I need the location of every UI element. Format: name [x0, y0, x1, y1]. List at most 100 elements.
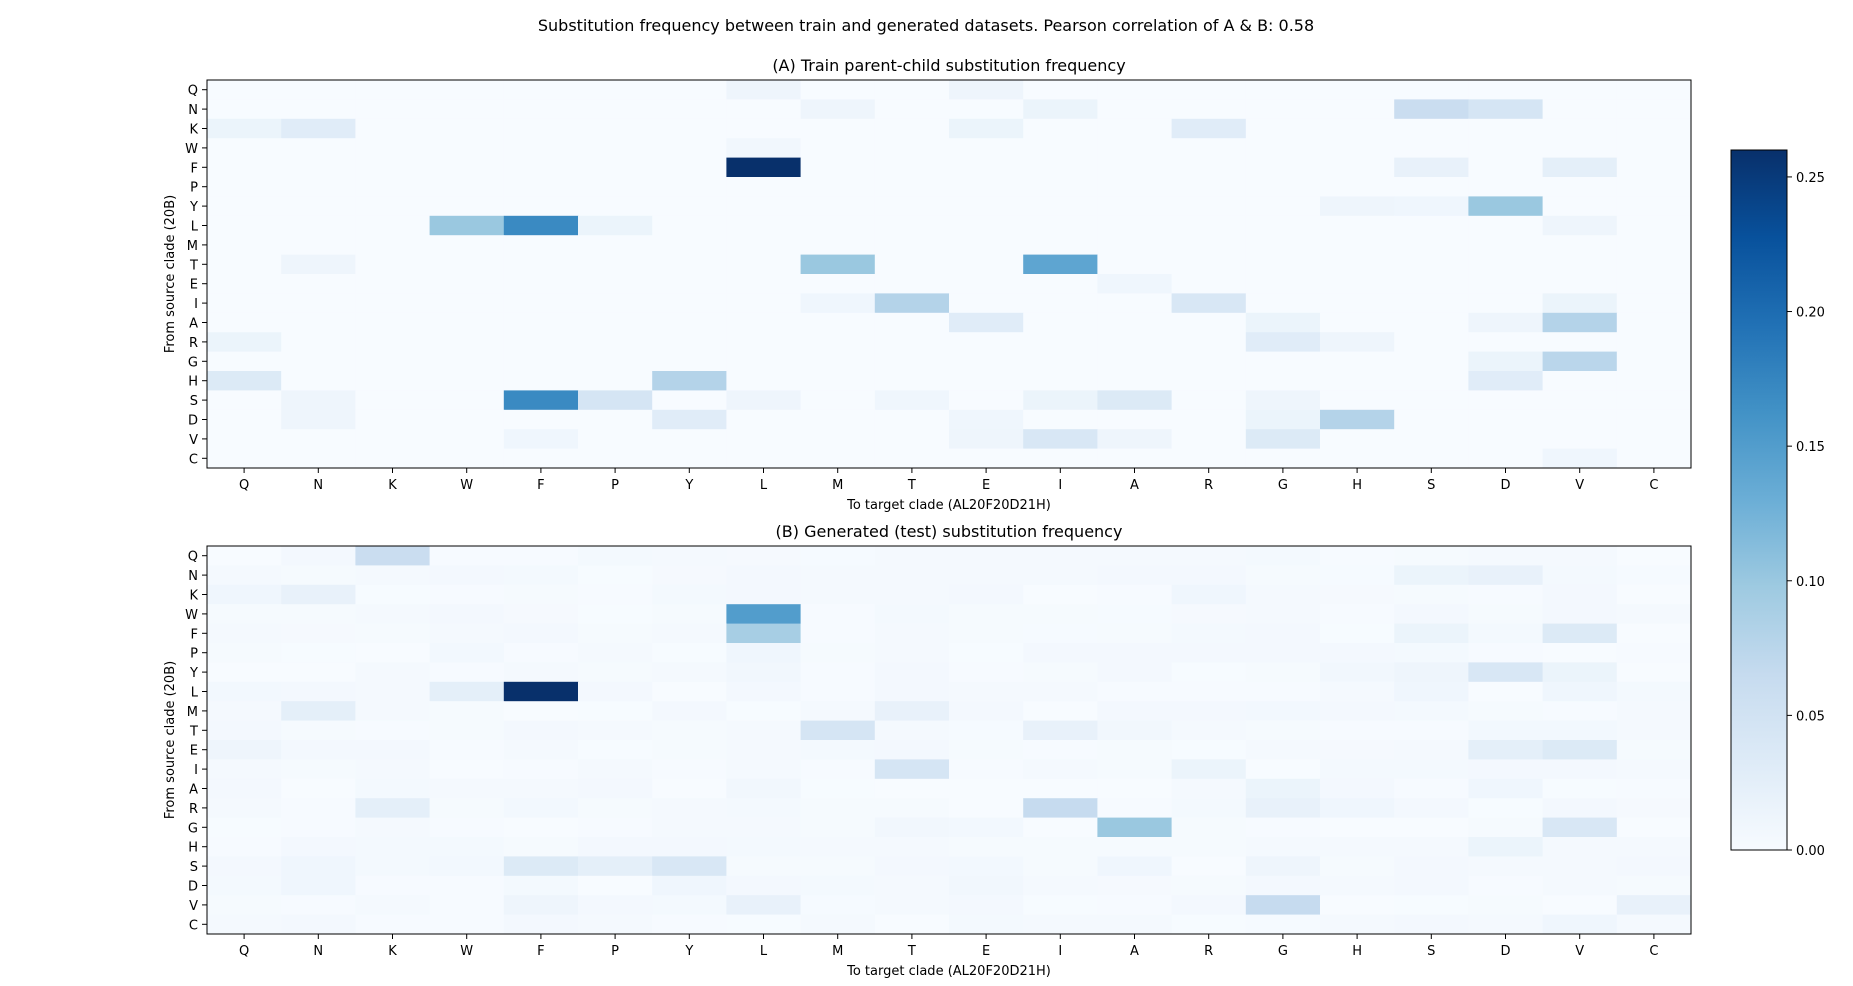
- heatmap-cell: [207, 312, 282, 333]
- heatmap-cell: [578, 332, 653, 353]
- heatmap-cell: [503, 235, 579, 256]
- heatmap-cell: [800, 681, 876, 702]
- y-tick-label: Y: [189, 666, 198, 681]
- heatmap-cell: [1616, 740, 1692, 760]
- heatmap-cell: [1245, 351, 1321, 372]
- heatmap-cell: [578, 274, 653, 294]
- y-tick-label: L: [191, 686, 199, 701]
- heatmap-cell: [1542, 623, 1618, 644]
- heatmap-cell: [1171, 856, 1247, 877]
- heatmap-cell: [726, 138, 802, 159]
- heatmap-cell: [429, 856, 505, 877]
- heatmap-cell: [1320, 371, 1395, 391]
- heatmap-cell: [1542, 740, 1618, 760]
- figure-suptitle: Substitution frequency between train and…: [538, 16, 1314, 35]
- heatmap-cell: [1394, 235, 1469, 256]
- heatmap-cell: [1320, 914, 1395, 935]
- heatmap-cell: [800, 546, 876, 566]
- heatmap-cell: [1616, 390, 1692, 411]
- heatmap-cell: [429, 371, 505, 391]
- heatmap-cell: [1171, 837, 1247, 857]
- heatmap-cell: [1023, 584, 1098, 605]
- heatmap-cell: [1097, 351, 1173, 372]
- heatmap-cell: [578, 817, 653, 838]
- heatmap-cell: [874, 274, 950, 294]
- heatmap-cell: [726, 293, 802, 314]
- heatmap-cell: [1171, 604, 1247, 625]
- heatmap-cell: [429, 196, 505, 217]
- heatmap-cell: [1245, 895, 1321, 916]
- heatmap-cell: [281, 351, 356, 372]
- heatmap-cell: [1320, 817, 1395, 838]
- heatmap-cell: [800, 604, 876, 625]
- heatmap-cell: [874, 584, 950, 605]
- heatmap-cell: [503, 312, 579, 333]
- heatmap-cell: [652, 448, 727, 469]
- heatmap-cell: [1616, 80, 1692, 100]
- heatmap-cell: [1616, 856, 1692, 877]
- heatmap-cell: [652, 778, 727, 799]
- heatmap-cell: [1245, 546, 1321, 566]
- heatmap-cell: [355, 740, 431, 760]
- heatmap-cell: [874, 875, 950, 896]
- heatmap-cell: [1245, 177, 1321, 197]
- heatmap-cell: [355, 157, 431, 178]
- heatmap-cell: [726, 720, 802, 741]
- heatmap-cell: [207, 274, 282, 294]
- heatmap-cell: [1394, 293, 1469, 314]
- heatmap-cell: [1023, 235, 1098, 256]
- y-tick-label: D: [188, 880, 198, 895]
- heatmap-cell: [1616, 662, 1692, 683]
- heatmap-cell: [281, 409, 356, 430]
- heatmap-cell: [1468, 895, 1544, 916]
- heatmap-cell: [800, 118, 876, 139]
- heatmap-cell: [1468, 604, 1544, 625]
- heatmap-cell: [503, 778, 579, 799]
- heatmap-cell: [1468, 332, 1544, 353]
- heatmap-cell: [503, 138, 579, 159]
- heatmap-cell: [652, 643, 727, 663]
- heatmap-cell: [949, 895, 1024, 916]
- heatmap-cell: [503, 80, 579, 100]
- heatmap-cell: [874, 662, 950, 683]
- heatmap-cell: [1616, 274, 1692, 294]
- heatmap-cell: [800, 584, 876, 605]
- heatmap-cell: [726, 643, 802, 663]
- heatmap-cell: [1320, 332, 1395, 353]
- heatmap-cell: [207, 254, 282, 275]
- x-tick-label: T: [907, 478, 916, 493]
- heatmap-cell: [1468, 701, 1544, 722]
- heatmap-cell: [874, 409, 950, 430]
- heatmap-cell: [1245, 623, 1321, 644]
- heatmap-cell: [1171, 293, 1247, 314]
- heatmap-cell: [1616, 118, 1692, 139]
- heatmap-cell: [207, 565, 282, 586]
- heatmap-cell: [726, 448, 802, 469]
- heatmap-cell: [652, 604, 727, 625]
- heatmap-cell: [1023, 429, 1098, 450]
- heatmap-cell: [578, 448, 653, 469]
- y-tick-label: G: [188, 355, 198, 370]
- heatmap-cell: [281, 274, 356, 294]
- y-tick-label: N: [188, 569, 198, 584]
- heatmap-cell: [1245, 80, 1321, 100]
- heatmap-cell: [578, 312, 653, 333]
- heatmap-cell: [355, 837, 431, 857]
- heatmap-cell: [1097, 643, 1173, 663]
- heatmap-cell: [652, 196, 727, 217]
- heatmap-cell: [1171, 662, 1247, 683]
- heatmap-cell: [1616, 215, 1692, 236]
- heatmap-cell: [1023, 293, 1098, 314]
- heatmap-cell: [207, 177, 282, 197]
- heatmap-cell: [355, 778, 431, 799]
- heatmap-cell: [578, 914, 653, 935]
- heatmap-cell: [874, 351, 950, 372]
- heatmap-cell: [1171, 351, 1247, 372]
- heatmap-cell: [1245, 584, 1321, 605]
- heatmap-cell: [726, 565, 802, 586]
- heatmap-cell: [1245, 293, 1321, 314]
- heatmap-cell: [1023, 546, 1098, 566]
- heatmap-cell: [578, 293, 653, 314]
- heatmap-cell: [1097, 293, 1173, 314]
